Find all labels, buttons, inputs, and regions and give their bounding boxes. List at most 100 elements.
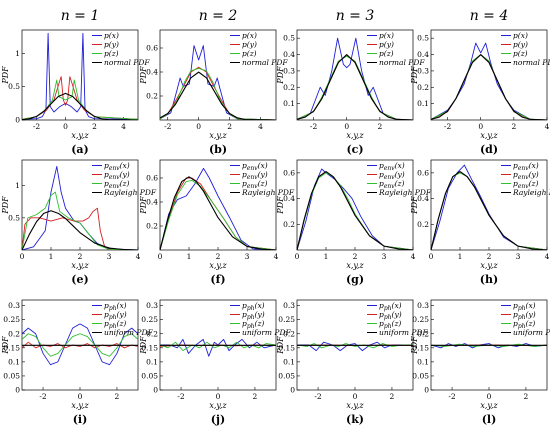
series-group: [160, 167, 276, 250]
series-line-reference: [160, 71, 276, 120]
legend: pph(x)pph(y)pph(z)uniform PDF: [92, 301, 153, 337]
x-tick-label: 0: [78, 392, 83, 401]
legend-label: pph(z): [242, 319, 264, 330]
y-tick-label: 0: [15, 116, 20, 125]
x-tick-label: -2: [310, 122, 318, 131]
legend-label: penv(x): [379, 161, 405, 172]
series-line-reference: [431, 54, 547, 120]
axes-frame: [21, 29, 139, 121]
x-tick-label: 4: [121, 122, 126, 131]
panel-j: -2 0 2 0 0.05 0.1 0.15 0.2 0.25 0.3 PDF x,y,z pph(x)…: [139, 299, 291, 426]
x-tick-label: 4: [411, 252, 416, 261]
panel-b: -2 0 2 4 0.2 0.4 0.6 PDF x,y,z p(x)p(y)p(z)normal…: [139, 29, 288, 156]
legend: p(x)p(y)p(z)normal PDF: [367, 31, 425, 67]
y-tick-label: 1: [15, 49, 20, 58]
y-tick-label: 0.6: [146, 44, 158, 53]
legend-label: pph(x): [513, 301, 536, 312]
x-axis-label: x,y,z: [346, 131, 364, 140]
series-line-x: [22, 323, 138, 366]
legend-label: penv(x): [242, 161, 268, 172]
x-axis-label: x,y,z: [480, 401, 498, 410]
column-title: n = 1: [61, 8, 100, 24]
panel-e: 0 1 2 3 4 0.5 1 PDF x,y,z penv(x)penv(y)penv(z)Ra…: [1, 159, 157, 286]
series-line-reference: [22, 92, 138, 120]
series-group: [431, 343, 547, 349]
legend-label: pph(x): [242, 301, 265, 312]
series-line-reference: [297, 171, 413, 250]
x-tick-label: 2: [377, 122, 382, 131]
series-line-x: [431, 42, 547, 120]
x-tick-label: 0: [63, 122, 68, 131]
legend-label: penv(y): [513, 170, 539, 181]
y-tick-label: 0.25: [141, 315, 158, 324]
x-tick-label: 0: [158, 252, 163, 261]
x-tick-label: -2: [39, 392, 47, 401]
x-axis-label: x,y,z: [209, 131, 227, 140]
x-tick-label: 0: [478, 122, 483, 131]
series-line-x: [160, 338, 276, 357]
y-axis-label: PDF: [410, 336, 419, 355]
y-axis-label: PDF: [139, 336, 148, 355]
y-tick-label: 0.2: [283, 329, 295, 338]
x-axis-label: x,y,z: [480, 261, 498, 270]
x-tick-label: -2: [33, 122, 41, 131]
panel-label: (k): [346, 413, 364, 426]
y-tick-label: 0.1: [283, 357, 295, 366]
axes-frame: [430, 29, 548, 121]
series-group: [431, 42, 547, 120]
legend-label: uniform PDF: [513, 328, 550, 337]
y-tick-label: 0.6: [417, 168, 429, 177]
y-tick-label: 0.25: [412, 315, 429, 324]
x-tick-label: -2: [314, 392, 322, 401]
series-line-z: [22, 79, 138, 120]
legend-label: pph(y): [513, 310, 536, 321]
panel-g: 0 1 2 3 4 0.2 0.4 0.6 PDF x,y,z penv(x)penv(y)penv…: [276, 159, 432, 286]
legend-label: penv(x): [104, 161, 130, 172]
y-tick-label: 0.2: [283, 83, 295, 92]
x-tick-label: 3: [516, 252, 521, 261]
x-tick-label: 3: [245, 252, 250, 261]
legend-label: normal PDF: [104, 58, 150, 67]
y-tick-label: 0.25: [3, 315, 20, 324]
y-axis-label: PDF: [139, 66, 148, 85]
y-tick-label: 0: [153, 386, 158, 395]
y-tick-label: 0.4: [417, 50, 429, 59]
legend: pph(x)pph(y)pph(z)uniform PDF: [367, 301, 428, 337]
panel-h: 0 1 2 3 4 0.2 0.4 0.6 PDF x,y,z penv(x)penv(y)penv…: [410, 159, 550, 286]
x-tick-label: 1: [49, 252, 54, 261]
x-tick-label: 1: [458, 252, 463, 261]
x-tick-label: 2: [227, 122, 232, 131]
y-tick-label: 0.15: [3, 343, 20, 352]
y-axis-label: PDF: [139, 196, 148, 215]
x-tick-label: 4: [545, 122, 550, 131]
y-tick-label: 0.3: [283, 301, 295, 310]
series-line-x: [22, 32, 138, 120]
series-line-y: [22, 207, 138, 250]
panel-label: (g): [346, 273, 364, 286]
series-group: [160, 338, 276, 357]
x-tick-label: 4: [274, 252, 279, 261]
y-tick-label: 0.1: [417, 357, 429, 366]
series-group: [431, 164, 547, 250]
legend-label: penv(x): [513, 161, 539, 172]
legend-label: pph(z): [513, 319, 535, 330]
legend: p(x)p(y)p(z)normal PDF: [92, 31, 150, 67]
column-title: n = 4: [470, 8, 509, 24]
legend-label: p(y): [513, 40, 528, 49]
legend-label: uniform PDF: [104, 328, 153, 337]
x-tick-label: 2: [92, 122, 97, 131]
y-axis-label: PDF: [1, 66, 10, 85]
legend-label: p(x): [513, 31, 528, 40]
legend-label: pph(z): [379, 319, 401, 330]
panel-label: (l): [482, 413, 497, 426]
series-line-reference: [431, 171, 547, 250]
series-group: [297, 341, 413, 352]
y-tick-label: 0: [424, 386, 429, 395]
legend-label: Rayleigh PDF: [103, 188, 157, 197]
column-title: n = 2: [199, 8, 238, 24]
legend-label: pph(y): [104, 310, 127, 321]
series-group: [22, 165, 138, 250]
panel-label: (d): [480, 143, 498, 156]
y-tick-label: 0.2: [283, 220, 295, 229]
